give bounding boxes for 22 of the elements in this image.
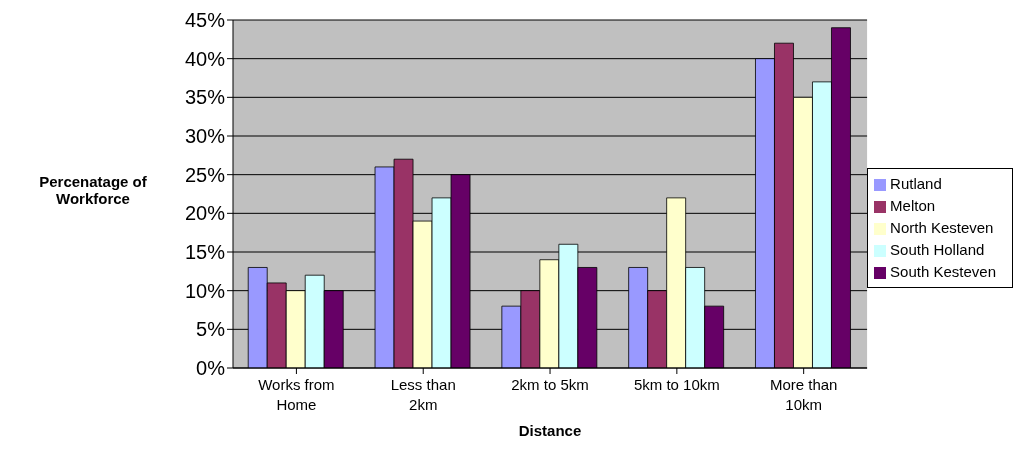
legend-label: North Kesteven	[890, 219, 994, 236]
y-tick-label: 20%	[184, 202, 226, 225]
y-tick-label: 45%	[184, 9, 226, 32]
legend-label: Rutland	[890, 175, 942, 192]
x-axis-title: Distance	[518, 422, 582, 439]
legend-label: South Kesteven	[890, 263, 996, 280]
y-tick-label: 25%	[184, 163, 226, 186]
y-tick-label: 10%	[184, 279, 226, 302]
x-tick-label: More than 10km	[769, 376, 838, 413]
y-tick-label: 0%	[196, 357, 226, 380]
x-tick-label: 5km to 10km	[633, 376, 720, 393]
x-tick-label: 2km to 5km	[511, 376, 589, 393]
y-tick-label: 40%	[184, 47, 226, 70]
y-tick-label: 35%	[184, 86, 226, 109]
y-tick-label: 15%	[184, 241, 226, 264]
legend-label: South Holland	[890, 241, 985, 258]
y-axis-title: Percenatage of Workforce	[38, 173, 148, 207]
x-tick-label: Less than 2km	[390, 376, 456, 413]
legend-label: Melton	[890, 197, 936, 214]
x-tick-label: Works from Home	[258, 376, 335, 413]
y-tick-label: 5%	[196, 318, 226, 341]
y-tick-label: 30%	[184, 125, 226, 148]
